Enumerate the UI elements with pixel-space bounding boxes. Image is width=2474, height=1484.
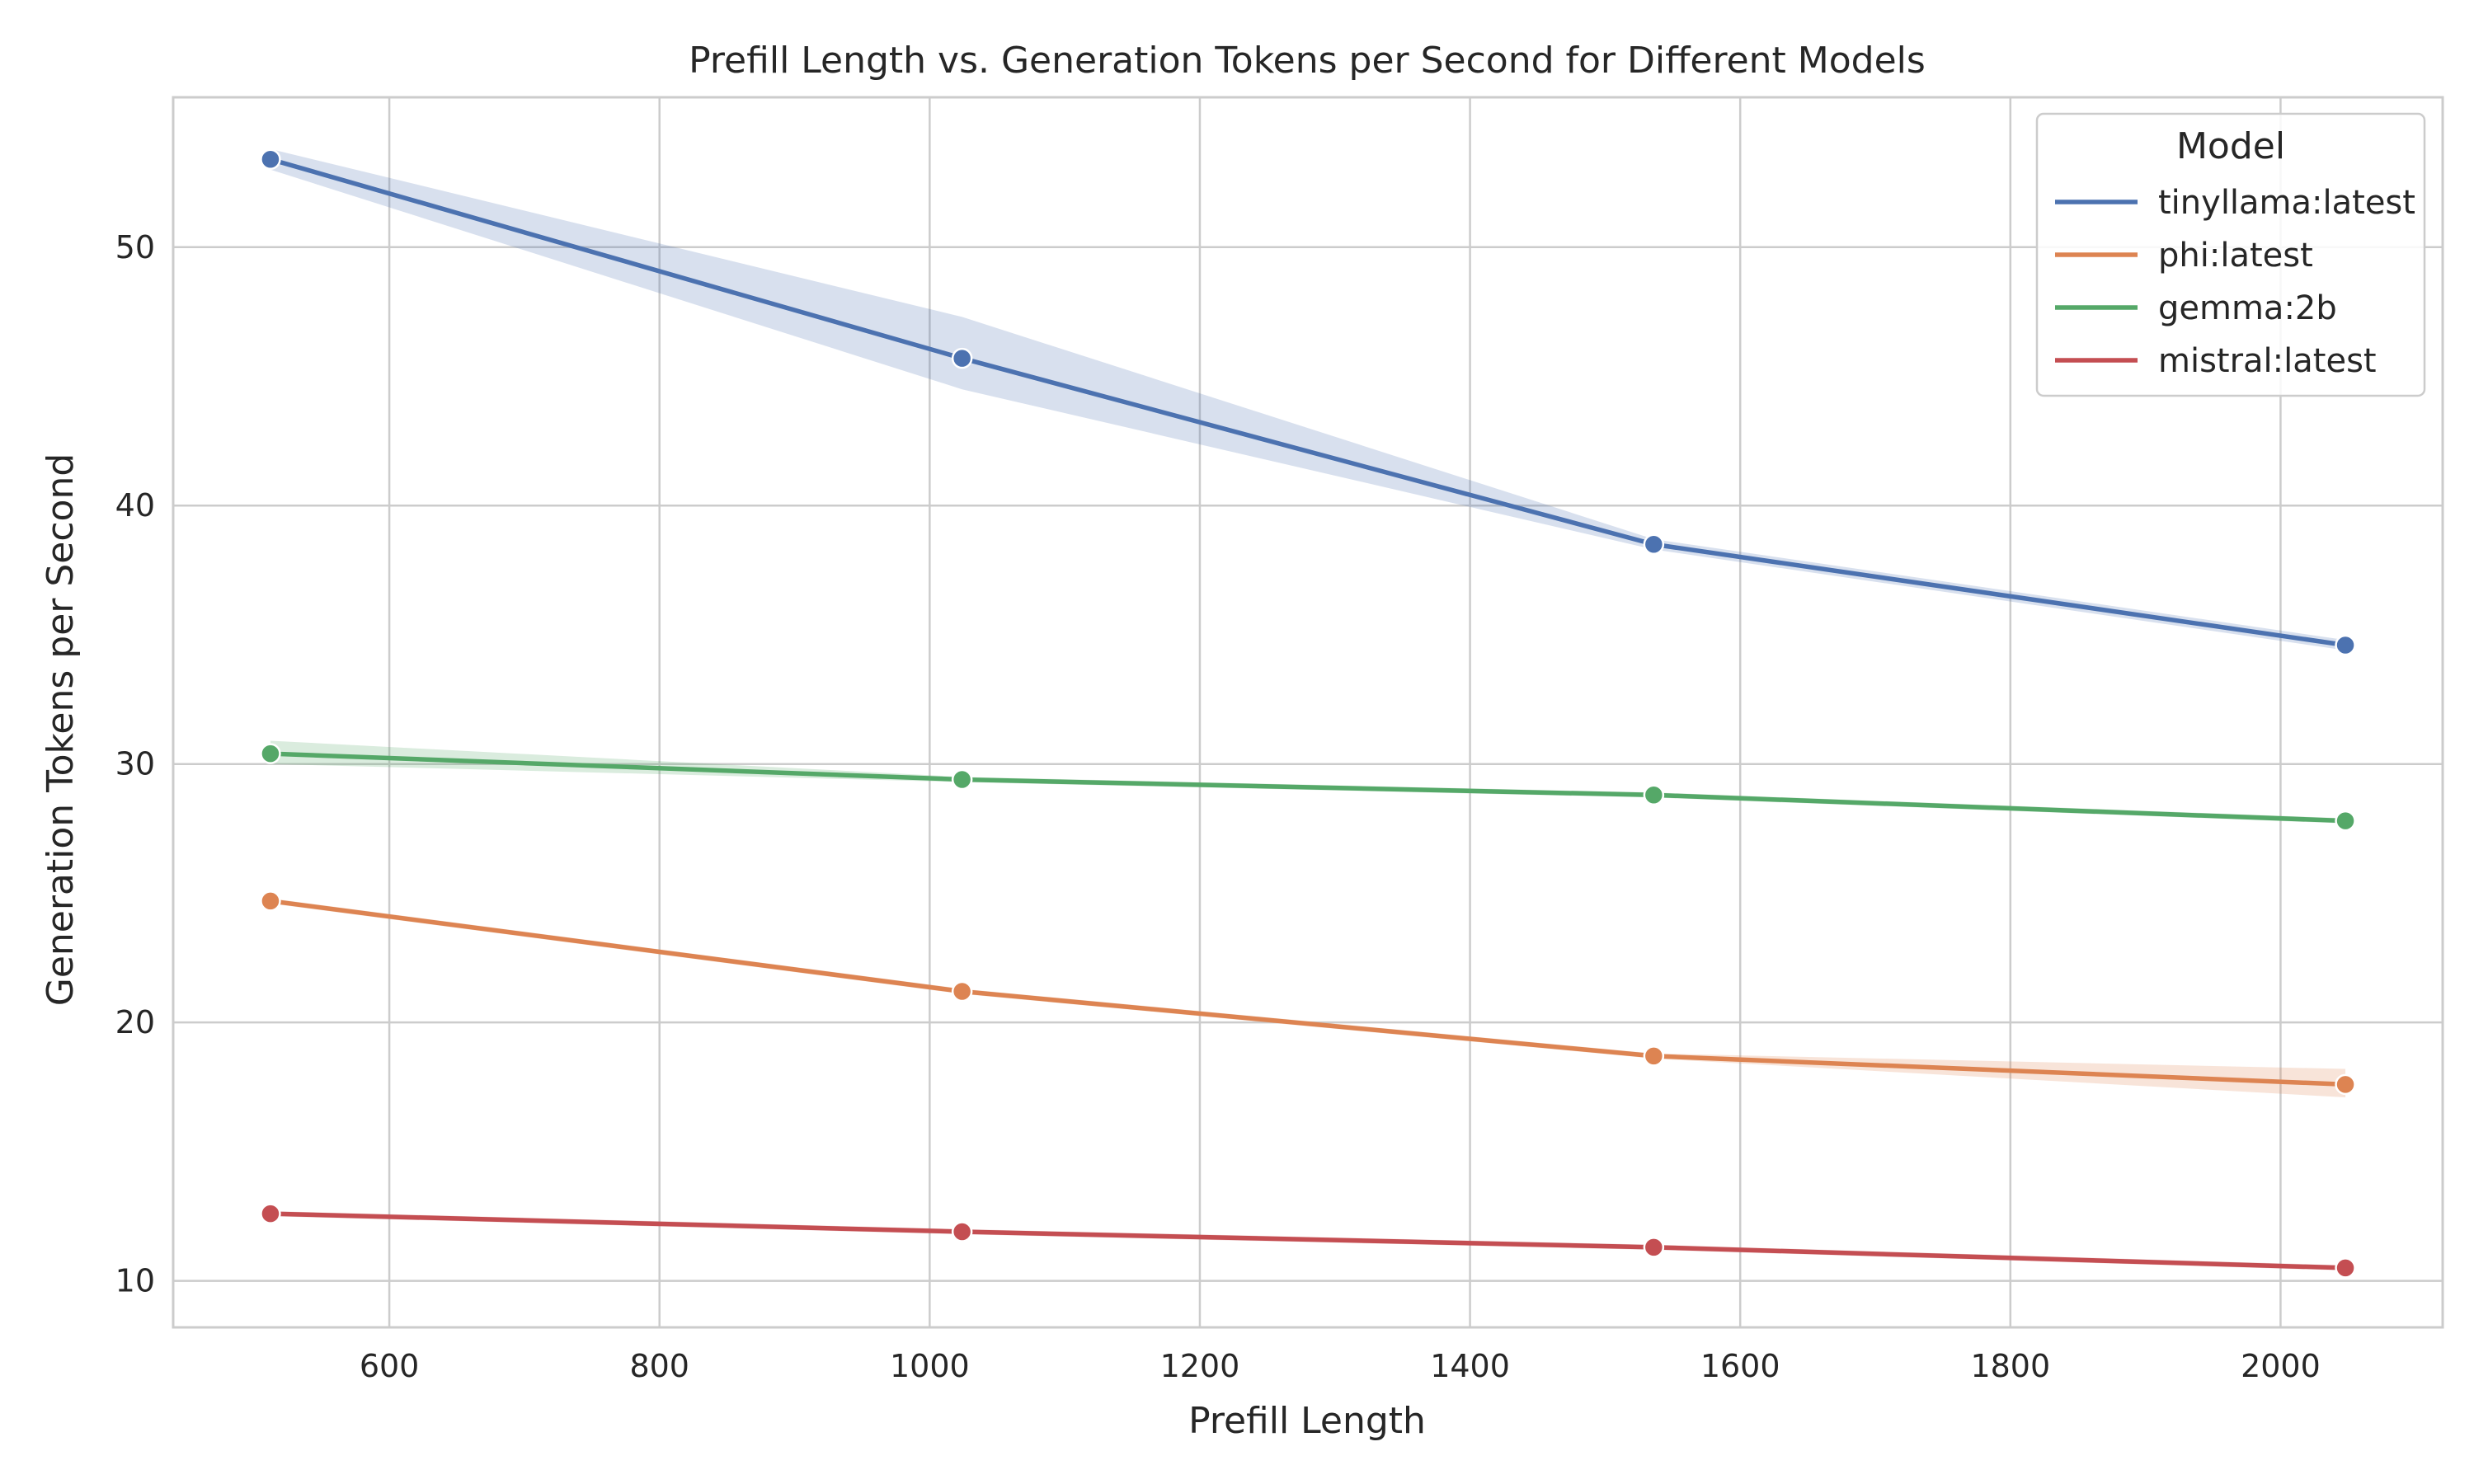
data-point-mistral-latest bbox=[2335, 1257, 2356, 1279]
y-tick-label: 30 bbox=[115, 746, 155, 782]
legend-box bbox=[2035, 112, 2426, 397]
data-point-gemma-2b bbox=[1643, 784, 1665, 806]
y-tick-label: 50 bbox=[115, 229, 155, 265]
series-line-tinyllama-latest bbox=[268, 157, 2348, 648]
legend-label-gemma-2b: gemma:2b bbox=[2158, 289, 2337, 327]
data-point-gemma-2b bbox=[2335, 810, 2356, 832]
chart-title: Prefill Length vs. Generation Tokens per… bbox=[689, 40, 1926, 82]
data-point-tinyllama-latest bbox=[951, 347, 973, 369]
x-tick-label: 1400 bbox=[1430, 1348, 1510, 1384]
series-line-mistral-latest bbox=[268, 1211, 2348, 1270]
x-tick-label: 600 bbox=[360, 1348, 420, 1384]
x-tick-label: 800 bbox=[629, 1348, 689, 1384]
data-point-phi-latest bbox=[260, 890, 281, 912]
tick-labels: 600 800 1000 1200 1400 1600 1800 2000 10 20 30 40 50 bbox=[115, 229, 2321, 1384]
x-tick-label: 1800 bbox=[1970, 1348, 2050, 1384]
series-markers bbox=[260, 148, 2356, 1279]
x-axis-label: Prefill Length bbox=[1188, 1400, 1426, 1442]
x-tick-label: 2000 bbox=[2241, 1348, 2321, 1384]
plot-frame bbox=[172, 96, 2444, 1329]
x-tick-label: 1000 bbox=[890, 1348, 970, 1384]
data-point-phi-latest bbox=[951, 980, 973, 1003]
data-point-phi-latest bbox=[2335, 1073, 2356, 1096]
data-point-mistral-latest bbox=[951, 1221, 973, 1242]
series-line-phi-latest bbox=[268, 899, 2348, 1087]
y-tick-label: 10 bbox=[115, 1263, 155, 1299]
y-tick-label: 20 bbox=[115, 1004, 155, 1040]
data-point-gemma-2b bbox=[951, 768, 973, 791]
data-point-tinyllama-latest bbox=[1643, 533, 1665, 556]
data-point-tinyllama-latest bbox=[2335, 634, 2356, 656]
series-lines bbox=[268, 157, 2348, 1270]
data-point-mistral-latest bbox=[260, 1203, 281, 1224]
data-point-gemma-2b bbox=[260, 743, 281, 764]
legend-label-mistral-latest: mistral:latest bbox=[2158, 342, 2377, 380]
legend-label-tinyllama-latest: tinyllama:latest bbox=[2158, 184, 2415, 222]
data-point-mistral-latest bbox=[1643, 1237, 1665, 1258]
y-axis-label: Generation Tokens per Second bbox=[40, 453, 82, 1007]
legend: Model tinyllama:latest phi:latest gemma:2b… bbox=[2035, 112, 2426, 397]
legend-label-phi-latest: phi:latest bbox=[2158, 237, 2313, 275]
legend-items: tinyllama:latest phi:latest gemma:2b mistra… bbox=[2055, 184, 2415, 380]
legend-title: Model bbox=[2176, 125, 2285, 167]
series-line-gemma-2b bbox=[268, 751, 2348, 824]
data-point-tinyllama-latest bbox=[260, 148, 281, 170]
data-point-phi-latest bbox=[1643, 1045, 1665, 1067]
x-tick-label: 1200 bbox=[1160, 1348, 1240, 1384]
y-tick-label: 40 bbox=[115, 487, 155, 524]
x-tick-label: 1600 bbox=[1700, 1348, 1780, 1384]
